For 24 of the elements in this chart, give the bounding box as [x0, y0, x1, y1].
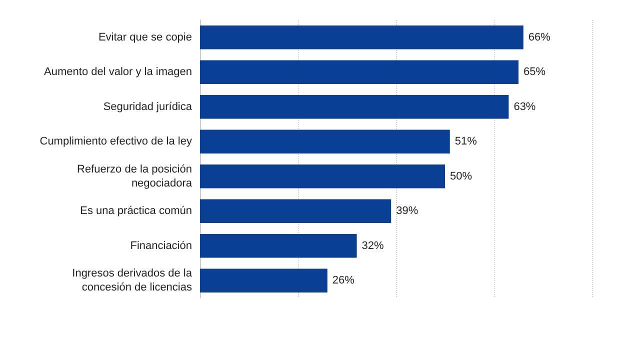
- y-tick-label: Es una práctica común: [80, 205, 192, 218]
- bar: [200, 130, 450, 154]
- y-tick-label: Aumento del valor y la imagen: [44, 66, 192, 78]
- y-tick-label: Refuerzo de la posición negociadora: [77, 163, 193, 190]
- data-label: 39%: [396, 205, 418, 218]
- bar: [200, 268, 328, 292]
- data-label: 51%: [454, 136, 478, 148]
- y-tick-label: Ingresos derivados de la concesión de licencias: [72, 268, 193, 294]
- y-tick-label: Evitar que se copie: [98, 31, 192, 44]
- data-label: 26%: [332, 274, 355, 287]
- bar: [200, 234, 357, 258]
- data-label: 63%: [514, 100, 536, 113]
- data-label: 66%: [528, 31, 551, 44]
- bar: [200, 164, 445, 188]
- data-label: 50%: [450, 170, 472, 182]
- data-label: 32%: [362, 240, 384, 252]
- y-tick-label: Cumplimiento efectivo de la ley: [40, 136, 192, 148]
- bar: [200, 95, 509, 119]
- bar: [200, 60, 518, 84]
- data-label: 65%: [524, 66, 546, 78]
- y-tick-label: Seguridad jurídica: [103, 100, 193, 113]
- y-tick-label: Financiación: [130, 240, 192, 252]
- bar: [200, 26, 524, 50]
- bar: [200, 199, 392, 223]
